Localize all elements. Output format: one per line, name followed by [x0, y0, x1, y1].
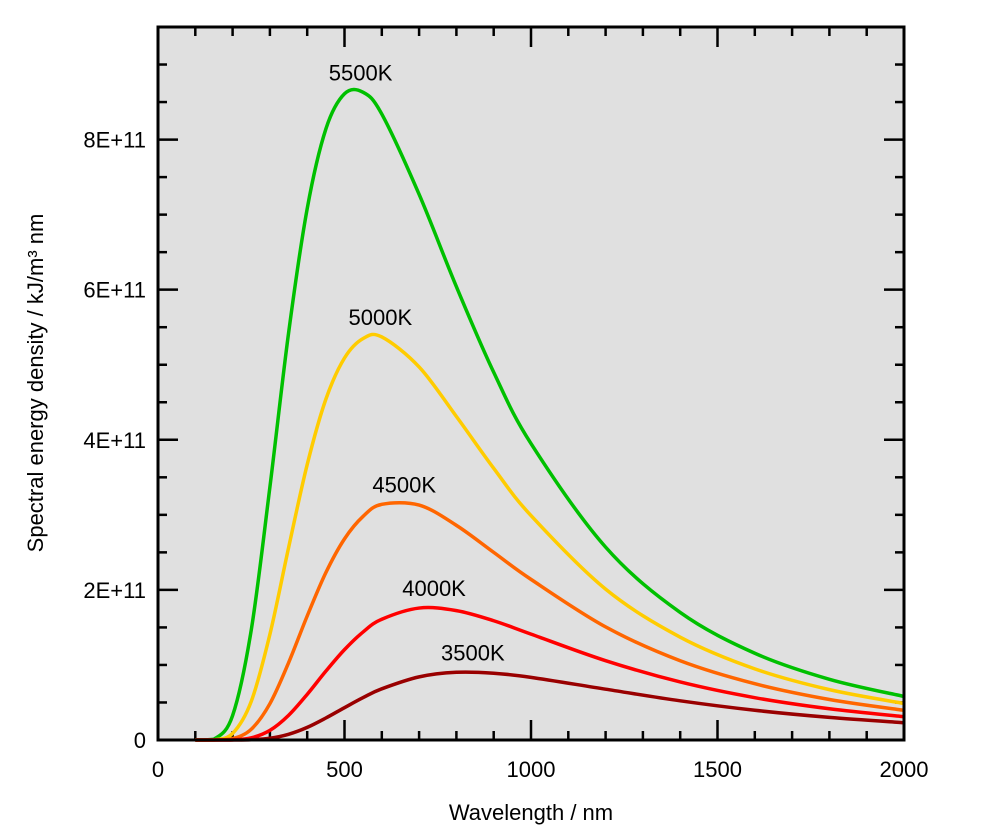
x-axis-label: Wavelength / nm: [449, 800, 613, 825]
x-tick-label: 1000: [507, 757, 556, 782]
series-label-3500k: 3500K: [441, 640, 505, 665]
tick-labels: 0 500 1000 1500 2000 0 2E+11 4E+11 6E+11 8E+11: [83, 128, 928, 782]
x-tick-label: 0: [152, 757, 164, 782]
y-tick-label: 4E+11: [83, 428, 146, 453]
curve-5500k: [195, 87, 905, 742]
series-label-5500k: 5500K: [329, 60, 393, 85]
y-tick-label: 6E+11: [83, 278, 146, 303]
series-label-4500k: 4500K: [372, 472, 436, 497]
x-tick-label: 1500: [693, 757, 742, 782]
y-tick-label: 2E+11: [83, 578, 146, 603]
curve-5000k: [195, 332, 905, 742]
y-tick-label: 8E+11: [83, 128, 146, 153]
series-label-5000k: 5000K: [349, 305, 413, 330]
y-tick-label: 0: [134, 728, 146, 753]
x-tick-label: 2000: [880, 757, 929, 782]
series-labels: 5500K 5000K 4500K 4000K 3500K: [329, 60, 505, 665]
y-axis-label: Spectral energy density / kJ/m³ nm: [23, 214, 48, 553]
curve-4000k: [195, 605, 905, 742]
series-label-4000k: 4000K: [402, 576, 466, 601]
curve-4500k: [195, 500, 905, 742]
x-tick-label: 500: [326, 757, 363, 782]
plot-frame: [156, 25, 906, 742]
